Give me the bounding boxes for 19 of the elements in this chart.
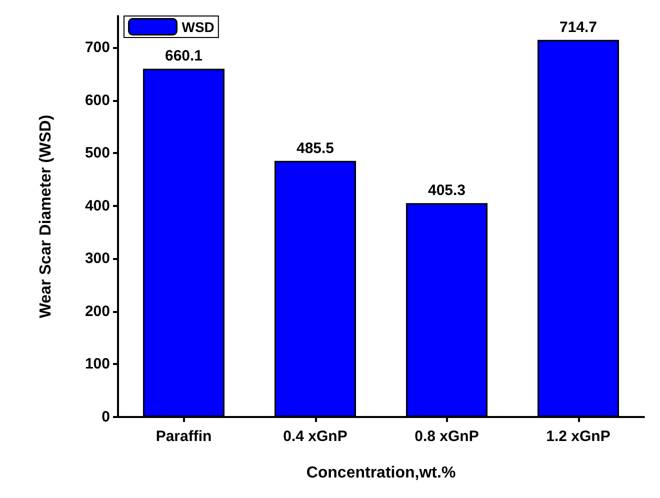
y-tick-label: 700 xyxy=(84,39,110,56)
x-tick-label: 1.2 xGnP xyxy=(546,428,610,445)
x-tick-label: Paraffin xyxy=(156,428,212,445)
data-label: 405.3 xyxy=(428,182,466,200)
y-tick-label: 0 xyxy=(102,408,110,426)
y-axis-title: Wear Scar Diameter (WSD) xyxy=(38,114,54,318)
y-tick-label: 100 xyxy=(84,356,110,373)
y-tick-label: 200 xyxy=(84,302,110,320)
data-label: 485.5 xyxy=(296,140,334,157)
x-tick-label: 0.8 xGnP xyxy=(414,428,479,445)
data-label: 660.1 xyxy=(164,48,203,65)
x-axis-title: Concentration,wt.% xyxy=(306,464,456,482)
y-tick-label: 500 xyxy=(84,144,110,162)
x-tick-label: 0.4 xGnP xyxy=(283,428,348,445)
data-label: 714.7 xyxy=(559,18,598,36)
legend-label: WSD xyxy=(182,18,214,35)
y-tick-label: 300 xyxy=(84,250,110,268)
y-tick-label: 400 xyxy=(84,197,110,214)
y-tick-label: 600 xyxy=(84,92,110,109)
